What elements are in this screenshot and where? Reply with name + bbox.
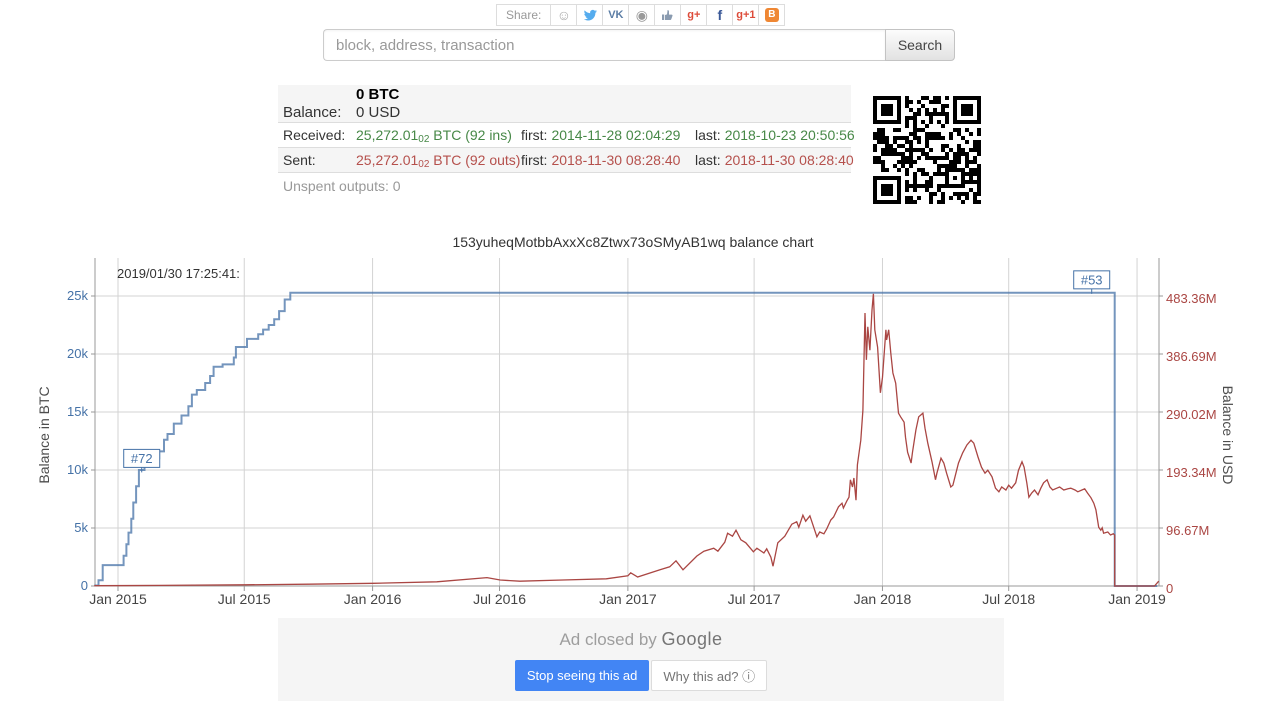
balance-values: 0 BTC 0 USD xyxy=(356,86,851,122)
left-axis-tick-label: 10k xyxy=(67,462,88,477)
balance-usd: 0 USD xyxy=(356,103,401,121)
x-axis-tick-label: Jul 2018 xyxy=(982,591,1035,607)
left-axis-tick-label: 20k xyxy=(67,346,88,361)
unspent-row: Unspent outputs: 0 xyxy=(278,173,851,198)
x-axis-tick-label: Jan 2017 xyxy=(599,591,657,607)
like-icon[interactable] xyxy=(654,4,682,26)
right-axis-tick-label: 483.36M xyxy=(1166,291,1217,306)
received-label: Received: xyxy=(283,127,346,143)
received-row: Received: 25,272.0102 BTC (92 ins) first… xyxy=(278,123,855,148)
share-label: Share: xyxy=(496,4,552,26)
balance-label: Balance: xyxy=(283,104,342,121)
vk-icon[interactable]: VK xyxy=(602,4,630,26)
left-axis-tick-label: 15k xyxy=(67,404,88,419)
search-button[interactable]: Search xyxy=(885,29,955,61)
right-axis-tick-label: 96.67M xyxy=(1166,523,1209,538)
share-bar: Share: ☺ VK ◉ g+ f g+1 B xyxy=(496,4,786,26)
right-axis-tick-label: 386.69M xyxy=(1166,349,1217,364)
twitter-icon[interactable] xyxy=(576,4,604,26)
google-plus-icon[interactable]: g+ xyxy=(680,4,708,26)
x-axis-tick-label: Jul 2017 xyxy=(728,591,781,607)
sent-value: 25,272.0102 BTC (92 outs) xyxy=(356,152,521,170)
x-axis-tick-label: Jan 2019 xyxy=(1108,591,1166,607)
balance-btc: 0 BTC xyxy=(356,85,400,103)
annotation-label: #72 xyxy=(131,451,153,466)
address-summary: Balance: 0 BTC 0 USD Received: 25,272.01… xyxy=(278,85,855,198)
chart-cursor-timestamp: 2019/01/30 17:25:41: xyxy=(117,266,240,281)
why-this-ad-button[interactable]: Why this ad? ⓘ xyxy=(651,660,768,691)
annotation-box-53[interactable] xyxy=(1073,270,1111,290)
blogger-icon[interactable]: B xyxy=(758,4,786,26)
search-input[interactable] xyxy=(323,29,885,61)
unspent-outputs: Unspent outputs: 0 xyxy=(283,177,401,194)
x-axis-tick-label: Jul 2015 xyxy=(218,591,271,607)
annotation-box-72[interactable] xyxy=(123,448,161,468)
received-last: last: 2018-10-23 20:50:56 xyxy=(695,127,855,143)
chart-title: 153yuheqMotbbAxxXc8Ztwx73oSMyAB1wq balan… xyxy=(452,234,814,250)
reddit-icon[interactable]: ☺ xyxy=(550,4,578,26)
left-axis-tick-label: 25k xyxy=(67,288,88,303)
sent-first: first: 2018-11-30 08:28:40 xyxy=(521,152,681,168)
google-plus-one-icon[interactable]: g+1 xyxy=(732,4,760,26)
balance-usd-line[interactable] xyxy=(94,293,1160,587)
x-axis-tick-label: Jan 2016 xyxy=(344,591,402,607)
search-bar: Search xyxy=(323,29,955,61)
balance-chart[interactable]: 0 5k 10k 15k 20k 25k 0 96.67M 193.34M 290.02M 386.… xyxy=(0,255,1266,615)
balance-btc-line[interactable] xyxy=(94,291,1158,587)
left-axis-tick-label: 0 xyxy=(81,578,88,593)
sent-row: Sent: 25,272.0102 BTC (92 outs) first: 20… xyxy=(278,148,854,173)
ad-banner: Ad closed by Google Stop seeing this ad … xyxy=(278,618,1004,701)
qr-code xyxy=(869,92,985,208)
ad-closed-text: Ad closed by Google xyxy=(559,629,723,649)
right-axis-tick-label: 193.34M xyxy=(1166,465,1217,480)
annotation-label: #53 xyxy=(1081,272,1103,287)
sent-last: last: 2018-11-30 08:28:40 xyxy=(695,152,854,168)
x-axis-tick-label: Jul 2016 xyxy=(473,591,526,607)
x-axis-tick-label: Jan 2015 xyxy=(89,591,147,607)
received-first: first: 2014-11-28 02:04:29 xyxy=(521,127,681,143)
info-icon: ⓘ xyxy=(742,669,756,684)
weibo-icon[interactable]: ◉ xyxy=(628,4,656,26)
received-value: 25,272.0102 BTC (92 ins) xyxy=(356,127,512,145)
left-axis-tick-label: 5k xyxy=(74,520,88,535)
left-axis-title: Balance in BTC xyxy=(36,386,52,483)
x-axis-tick-label: Jan 2018 xyxy=(854,591,912,607)
sent-label: Sent: xyxy=(283,152,316,168)
stop-seeing-ad-button[interactable]: Stop seeing this ad xyxy=(514,660,650,691)
right-axis-title: Balance in USD xyxy=(1220,386,1236,485)
right-axis-tick-label: 290.02M xyxy=(1166,407,1217,422)
balance-row: Balance: 0 BTC 0 USD xyxy=(278,85,851,123)
right-axis-tick-label: 0 xyxy=(1166,581,1173,596)
google-logo: Google xyxy=(661,629,723,649)
facebook-icon[interactable]: f xyxy=(706,4,734,26)
